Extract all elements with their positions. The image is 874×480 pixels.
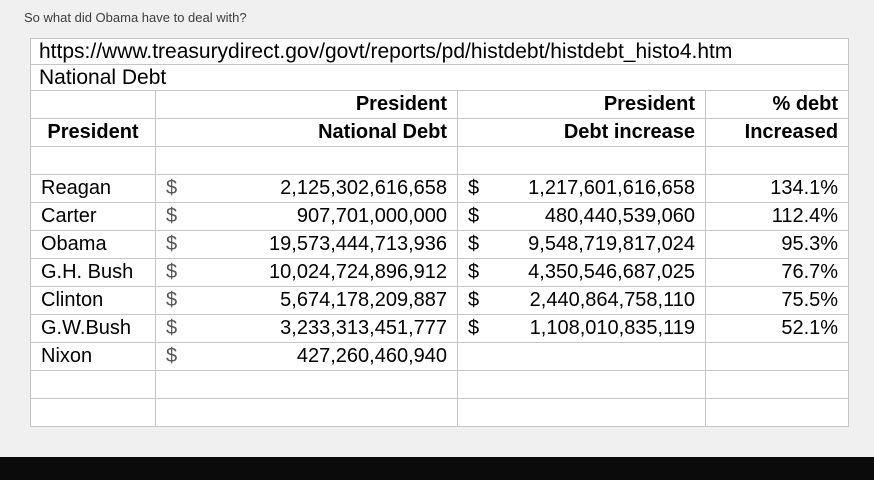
dollar-sign: $ bbox=[166, 233, 178, 255]
debt-increase-amount: 1,108,010,835,119 bbox=[529, 317, 695, 339]
table-row: Obama $19,573,444,713,936 $9,548,719,817… bbox=[30, 230, 850, 259]
president-cell: Clinton bbox=[30, 286, 156, 315]
table-title-row: National Debt bbox=[29, 64, 850, 91]
empty-cell bbox=[704, 370, 850, 399]
national-debt-amount: 3,233,313,451,777 bbox=[280, 317, 447, 339]
debt-increase-cell bbox=[457, 342, 706, 371]
empty-cell bbox=[30, 398, 156, 427]
empty-cell bbox=[155, 398, 458, 427]
dollar-sign: $ bbox=[468, 177, 480, 199]
dollar-sign: $ bbox=[468, 233, 480, 255]
debt-increase-amount: 1,217,601,616,658 bbox=[528, 177, 695, 199]
dollar-sign: $ bbox=[468, 261, 480, 283]
header-president-increase: President bbox=[457, 90, 706, 119]
debt-increase-cell: $2,440,864,758,110 bbox=[457, 286, 706, 315]
debt-increase-amount: 4,350,546,687,025 bbox=[528, 261, 695, 283]
table-title: National Debt bbox=[29, 64, 850, 91]
national-debt-amount: 5,674,178,209,887 bbox=[280, 289, 447, 311]
dollar-sign: $ bbox=[166, 177, 178, 199]
national-debt-amount: 427,260,460,940 bbox=[296, 345, 447, 367]
debt-increase-cell: $480,440,539,060 bbox=[457, 202, 706, 231]
header-row-1: President President % debt bbox=[30, 90, 850, 119]
empty-cell bbox=[30, 146, 156, 175]
president-cell: Nixon bbox=[30, 342, 156, 371]
dollar-sign: $ bbox=[166, 261, 178, 283]
national-debt-amount: 907,701,000,000 bbox=[296, 205, 447, 227]
pct-increased-cell: 134.1% bbox=[704, 174, 850, 203]
pct-increased-cell: 52.1% bbox=[704, 314, 850, 343]
national-debt-cell: $2,125,302,616,658 bbox=[155, 174, 458, 203]
dollar-sign: $ bbox=[468, 317, 480, 339]
source-url[interactable]: https://www.treasurydirect.gov/govt/repo… bbox=[29, 38, 850, 65]
president-cell: Carter bbox=[30, 202, 156, 231]
dollar-sign: $ bbox=[166, 205, 178, 227]
president-cell: G.W.Bush bbox=[30, 314, 156, 343]
table-row: Carter $907,701,000,000 $480,440,539,060… bbox=[30, 202, 850, 231]
table-row: Clinton $5,674,178,209,887 $2,440,864,75… bbox=[30, 286, 850, 315]
debt-increase-amount: 2,440,864,758,110 bbox=[529, 289, 695, 311]
table-row: G.H. Bush $10,024,724,896,912 $4,350,546… bbox=[30, 258, 850, 287]
empty-cell bbox=[30, 370, 156, 399]
dollar-sign: $ bbox=[166, 345, 178, 367]
debt-increase-amount: 480,440,539,060 bbox=[544, 205, 695, 227]
national-debt-cell: $427,260,460,940 bbox=[155, 342, 458, 371]
national-debt-amount: 2,125,302,616,658 bbox=[280, 177, 447, 199]
president-cell: Obama bbox=[30, 230, 156, 259]
national-debt-table: https://www.treasurydirect.gov/govt/repo… bbox=[29, 38, 850, 427]
national-debt-cell: $907,701,000,000 bbox=[155, 202, 458, 231]
national-debt-cell: $19,573,444,713,936 bbox=[155, 230, 458, 259]
dollar-sign: $ bbox=[468, 289, 480, 311]
president-cell: Reagan bbox=[30, 174, 156, 203]
debt-increase-cell: $9,548,719,817,024 bbox=[457, 230, 706, 259]
empty-cell bbox=[155, 146, 458, 175]
debt-increase-cell: $4,350,546,687,025 bbox=[457, 258, 706, 287]
dollar-sign: $ bbox=[166, 289, 178, 311]
empty-row bbox=[30, 398, 850, 427]
debt-increase-cell: $1,108,010,835,119 bbox=[457, 314, 706, 343]
national-debt-cell: $10,024,724,896,912 bbox=[155, 258, 458, 287]
president-cell: G.H. Bush bbox=[30, 258, 156, 287]
header-row-2: President National Debt Debt increase In… bbox=[30, 118, 850, 147]
header-pct-debt: % debt bbox=[704, 90, 850, 119]
url-row: https://www.treasurydirect.gov/govt/repo… bbox=[29, 38, 850, 65]
pct-increased-cell: 76.7% bbox=[704, 258, 850, 287]
page-caption: So what did Obama have to deal with? bbox=[24, 10, 247, 25]
empty-cell bbox=[457, 146, 706, 175]
pct-increased-cell: 112.4% bbox=[704, 202, 850, 231]
empty-cell bbox=[457, 398, 706, 427]
pct-increased-cell: 75.5% bbox=[704, 286, 850, 315]
header-president-debt: President bbox=[155, 90, 458, 119]
national-debt-amount: 10,024,724,896,912 bbox=[269, 261, 447, 283]
dollar-sign: $ bbox=[166, 317, 178, 339]
debt-increase-amount: 9,548,719,817,024 bbox=[528, 233, 695, 255]
header-president: President bbox=[30, 118, 156, 147]
empty-row bbox=[30, 146, 850, 175]
empty-cell bbox=[457, 370, 706, 399]
blank-header-cell bbox=[30, 90, 156, 119]
pct-increased-cell: 95.3% bbox=[704, 230, 850, 259]
table-row: Reagan $2,125,302,616,658 $1,217,601,616… bbox=[30, 174, 850, 203]
national-debt-amount: 19,573,444,713,936 bbox=[269, 233, 447, 255]
pct-increased-cell bbox=[704, 342, 850, 371]
bottom-bar bbox=[0, 457, 874, 480]
header-increased: Increased bbox=[704, 118, 850, 147]
debt-increase-cell: $1,217,601,616,658 bbox=[457, 174, 706, 203]
national-debt-cell: $3,233,313,451,777 bbox=[155, 314, 458, 343]
header-debt-increase: Debt increase bbox=[457, 118, 706, 147]
national-debt-cell: $5,674,178,209,887 bbox=[155, 286, 458, 315]
header-national-debt: National Debt bbox=[155, 118, 458, 147]
table-row: G.W.Bush $3,233,313,451,777 $1,108,010,8… bbox=[30, 314, 850, 343]
empty-cell bbox=[704, 398, 850, 427]
empty-cell bbox=[704, 146, 850, 175]
table-row: Nixon $427,260,460,940 bbox=[30, 342, 850, 371]
empty-cell bbox=[155, 370, 458, 399]
dollar-sign: $ bbox=[468, 205, 480, 227]
empty-row bbox=[30, 370, 850, 399]
